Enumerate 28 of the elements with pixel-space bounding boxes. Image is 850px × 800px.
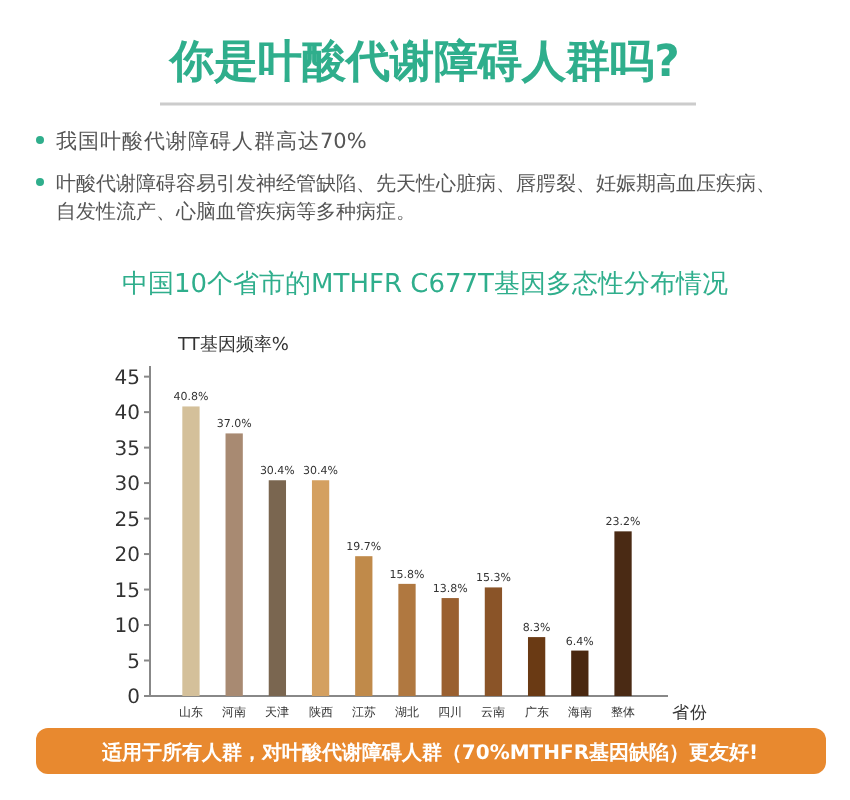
y-tick-label: 40 — [114, 403, 140, 426]
y-tick-label: 25 — [114, 509, 140, 532]
bar — [182, 406, 200, 696]
bar — [571, 650, 589, 696]
y-tick-label: 35 — [114, 438, 140, 461]
y-tick-label: 0 — [127, 687, 140, 709]
chart-subtitle: 中国10个省市的MTHFR C677T基因多态性分布情况 — [122, 270, 728, 300]
bar — [484, 587, 503, 696]
y-tick-label: 45 — [114, 367, 140, 390]
bar — [441, 598, 459, 696]
bar — [355, 556, 373, 696]
bar — [268, 480, 287, 696]
y-tick-label: 30 — [114, 474, 140, 497]
bar — [398, 583, 416, 696]
text: 叶酸代谢障碍容易引发神经管缺陷、先天性心脏病、唇腭裂、妊娠期高血压疾病、自发性流产、心脑血管疾病等多种病症。 — [56, 172, 776, 224]
text: 适用于所有人群，对叶酸代谢障碍人群（70%MTHFR基因缺陷）更友好! — [99, 741, 759, 765]
text: 我国叶酸代谢障碍人群高达70% — [56, 128, 367, 154]
y-tick-label: 15 — [114, 580, 140, 603]
y-axis-title: TT基因频率% — [176, 334, 290, 356]
bar — [311, 480, 330, 696]
x-axis-title: 省份 — [672, 702, 708, 724]
chart-title: 你是叶酸代谢障碍人群吗? — [168, 36, 680, 88]
bar — [225, 433, 243, 696]
y-tick-label: 10 — [114, 616, 140, 639]
bar — [527, 637, 546, 696]
y-tick-label: 5 — [127, 651, 140, 674]
y-tick-label: 20 — [114, 545, 140, 568]
bar — [614, 531, 632, 696]
